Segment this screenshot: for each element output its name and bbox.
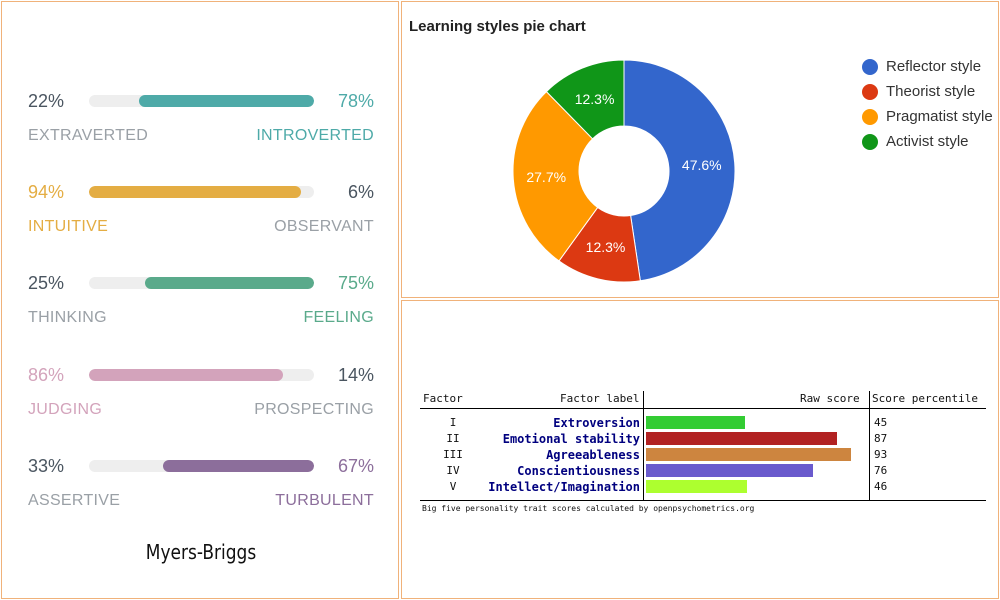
trait-bar bbox=[89, 95, 314, 107]
factor-label: Agreeableness bbox=[546, 448, 640, 462]
legend-label: Reflector style bbox=[886, 58, 982, 75]
left-trait-label: JUDGING bbox=[28, 401, 103, 418]
trait-row: 33% 67% ASSERTIVE TURBULENT bbox=[2, 456, 400, 526]
trait-bar bbox=[89, 460, 314, 472]
raw-score-bar bbox=[646, 464, 814, 477]
score-percentile: 46 bbox=[874, 480, 888, 493]
trait-row: 22% 78% EXTRAVERTED INTROVERTED bbox=[2, 91, 400, 161]
legend-swatch bbox=[862, 134, 878, 150]
right-trait-label: INTROVERTED bbox=[256, 127, 374, 144]
factor-number: I bbox=[449, 416, 457, 429]
right-percent: 78% bbox=[337, 91, 374, 111]
big-five-body: I Extroversion 45 II Emotional stability 87 II… bbox=[420, 409, 986, 501]
big-five-table: Factor Factor label Raw score Score perc… bbox=[420, 391, 986, 513]
legend-label: Theorist style bbox=[886, 83, 976, 100]
column-divider bbox=[869, 409, 870, 500]
right-percent: 14% bbox=[337, 365, 374, 385]
left-percent: 33% bbox=[28, 456, 65, 476]
myers-briggs-panel: 22% 78% EXTRAVERTED INTROVERTED 94% 6% INTUITI… bbox=[1, 1, 399, 599]
score-percentile: 87 bbox=[874, 432, 888, 445]
trait-bar-fill bbox=[163, 460, 314, 472]
trait-bar bbox=[89, 277, 314, 289]
legend-label: Pragmatist style bbox=[886, 108, 993, 125]
big-five-panel: Factor Factor label Raw score Score perc… bbox=[401, 300, 999, 599]
factor-label: Conscientiousness bbox=[517, 464, 640, 478]
legend-label: Activist style bbox=[886, 133, 969, 150]
header-raw-score: Raw score bbox=[800, 392, 860, 405]
pie-slice[interactable] bbox=[512, 90, 599, 262]
table-row: II Emotional stability 87 bbox=[420, 431, 986, 447]
table-row: III Agreeableness 93 bbox=[420, 447, 986, 463]
factor-number: II bbox=[446, 432, 460, 445]
slice-label: 47.6% bbox=[682, 157, 722, 173]
pie-chart: 47.6% 12.3% 27.7% 12.3% bbox=[512, 59, 736, 283]
left-percent: 94% bbox=[28, 182, 65, 202]
header-factor-label: Factor label bbox=[560, 392, 640, 405]
right-percent: 6% bbox=[347, 182, 374, 202]
factor-label: Emotional stability bbox=[502, 432, 640, 446]
pie-slice[interactable] bbox=[545, 59, 625, 140]
pie-slice[interactable] bbox=[623, 59, 736, 282]
table-row: I Extroversion 45 bbox=[420, 415, 986, 431]
column-divider bbox=[643, 409, 644, 500]
right-trait-label: TURBULENT bbox=[275, 492, 374, 509]
factor-label: Intellect/Imagination bbox=[488, 480, 640, 494]
left-trait-label: INTUITIVE bbox=[28, 218, 109, 235]
trait-row: 86% 14% JUDGING PROSPECTING bbox=[2, 365, 400, 435]
header-factor: Factor bbox=[423, 392, 463, 405]
left-percent: 22% bbox=[28, 91, 65, 111]
slice-label: 12.3% bbox=[575, 91, 615, 107]
trait-bar-fill bbox=[145, 277, 314, 289]
trait-row: 25% 75% THINKING FEELING bbox=[2, 273, 400, 343]
score-percentile: 76 bbox=[874, 464, 888, 477]
factor-number: III bbox=[443, 448, 463, 461]
right-trait-label: PROSPECTING bbox=[254, 401, 374, 418]
header-divider bbox=[643, 391, 644, 408]
score-percentile: 45 bbox=[874, 416, 888, 429]
trait-bar-fill bbox=[138, 95, 314, 107]
legend-swatch bbox=[862, 84, 878, 100]
legend-swatch bbox=[862, 109, 878, 125]
big-five-caption: Big five personality trait scores calcul… bbox=[422, 504, 755, 513]
factor-number: V bbox=[449, 480, 457, 493]
factor-number: IV bbox=[446, 464, 460, 477]
left-trait-label: THINKING bbox=[28, 309, 107, 326]
raw-score-bar bbox=[646, 480, 748, 493]
table-row: V Intellect/Imagination 46 bbox=[420, 479, 986, 495]
header-score-percentile: Score percentile bbox=[872, 392, 978, 405]
right-percent: 75% bbox=[337, 273, 374, 293]
score-percentile: 93 bbox=[874, 448, 888, 461]
trait-bar-fill bbox=[89, 369, 283, 381]
header-divider bbox=[869, 391, 870, 408]
slice-label: 12.3% bbox=[586, 239, 626, 255]
right-trait-label: FEELING bbox=[303, 309, 374, 326]
left-trait-label: ASSERTIVE bbox=[28, 492, 121, 509]
right-trait-label: OBSERVANT bbox=[274, 218, 374, 235]
raw-score-bar bbox=[646, 416, 745, 429]
left-percent: 86% bbox=[28, 365, 65, 385]
myers-briggs-caption: Myers-Briggs bbox=[145, 540, 257, 564]
right-percent: 67% bbox=[337, 456, 374, 476]
left-trait-label: EXTRAVERTED bbox=[28, 127, 149, 144]
pie-chart-title: Learning styles pie chart bbox=[409, 18, 586, 35]
slice-label: 27.7% bbox=[526, 169, 566, 185]
trait-bar bbox=[89, 186, 314, 198]
big-five-header: Factor Factor label Raw score Score perc… bbox=[420, 391, 986, 409]
learning-styles-panel: Learning styles pie chart 47.6% 12.3% 27.7… bbox=[401, 1, 999, 298]
legend-swatch bbox=[862, 59, 878, 75]
trait-row: 94% 6% INTUITIVE OBSERVANT bbox=[2, 182, 400, 252]
raw-score-bar bbox=[646, 432, 838, 445]
trait-bar-fill bbox=[89, 186, 301, 198]
raw-score-bar bbox=[646, 448, 851, 461]
trait-bar bbox=[89, 369, 314, 381]
factor-label: Extroversion bbox=[553, 416, 640, 430]
table-row: IV Conscientiousness 76 bbox=[420, 463, 986, 479]
left-percent: 25% bbox=[28, 273, 65, 293]
